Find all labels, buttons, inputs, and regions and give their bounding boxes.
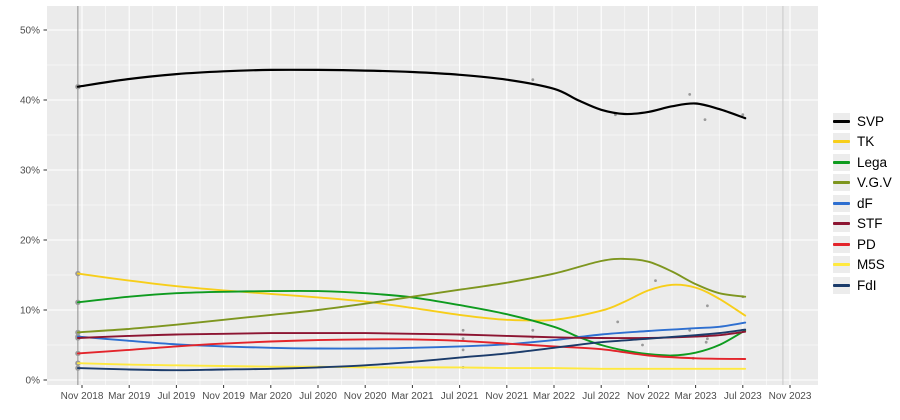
legend-item-svp: SVP bbox=[833, 111, 892, 132]
legend: SVP TK Lega V.G.V dF STF PD M5S FdI bbox=[833, 111, 892, 296]
legend-color-swatch bbox=[833, 201, 850, 205]
series-line-fdi bbox=[76, 328, 747, 372]
gridlines-major bbox=[47, 6, 818, 385]
legend-key-icon bbox=[833, 276, 850, 294]
legend-color-swatch bbox=[833, 181, 850, 185]
x-tick-label: Mar 2022 bbox=[533, 391, 576, 402]
x-tick-label: Jul 2022 bbox=[582, 391, 620, 402]
legend-label: STF bbox=[857, 216, 883, 231]
poll-dot bbox=[531, 328, 535, 332]
legend-key-icon bbox=[833, 256, 850, 274]
axis-ticks bbox=[43, 29, 791, 388]
poll-dot bbox=[741, 113, 745, 117]
legend-key-icon bbox=[833, 235, 850, 253]
poll-dot bbox=[706, 337, 709, 341]
x-tick-label: Mar 2023 bbox=[674, 391, 717, 402]
trend-lines bbox=[76, 68, 747, 372]
y-tick-label: 20% bbox=[20, 236, 40, 247]
legend-label: FdI bbox=[857, 277, 877, 293]
y-tick-label: 10% bbox=[20, 306, 40, 317]
poll-dot bbox=[654, 279, 657, 282]
poll-dot bbox=[703, 118, 707, 121]
legend-label: M5S bbox=[857, 257, 885, 272]
legend-item-fdi: FdI bbox=[833, 275, 892, 296]
plot-panel bbox=[47, 6, 818, 385]
poll-dot bbox=[616, 320, 620, 324]
legend-item-lega: Lega bbox=[833, 152, 892, 173]
legend-key-icon bbox=[833, 153, 850, 171]
series-line-pd bbox=[76, 338, 747, 360]
legend-color-swatch bbox=[833, 140, 850, 144]
x-tick-label: Nov 2023 bbox=[769, 391, 812, 402]
legend-label: dF bbox=[857, 195, 873, 211]
legend-key-icon bbox=[833, 174, 850, 192]
poll-dot bbox=[641, 343, 644, 347]
x-tick-label: Jul 2023 bbox=[724, 391, 762, 402]
legend-item-vgv: V.G.V bbox=[833, 173, 892, 194]
poll-dot bbox=[461, 328, 465, 332]
legend-label: TK bbox=[857, 134, 875, 149]
legend-color-swatch bbox=[833, 222, 850, 226]
x-tick-label: Jul 2021 bbox=[441, 391, 479, 402]
x-axis-labels: Nov 2018 Mar 2019 Jul 2019 Nov 2019 Mar 2020… bbox=[61, 391, 812, 402]
x-tick-label: Nov 2022 bbox=[627, 391, 670, 402]
series-line-tk bbox=[76, 272, 747, 322]
poll-dot bbox=[461, 337, 465, 341]
poll-dot bbox=[688, 93, 692, 96]
legend-item-stf: STF bbox=[833, 214, 892, 235]
x-tick-label: Mar 2019 bbox=[108, 391, 151, 402]
x-tick-label: Jul 2019 bbox=[157, 391, 195, 402]
legend-key-icon bbox=[833, 215, 850, 233]
legend-item-df: dF bbox=[833, 193, 892, 214]
x-tick-label: Mar 2020 bbox=[250, 391, 293, 402]
poll-dot bbox=[461, 348, 465, 352]
legend-color-swatch bbox=[833, 119, 850, 123]
x-tick-label: Nov 2018 bbox=[61, 391, 104, 402]
poll-dot bbox=[688, 328, 692, 332]
gridlines-minor bbox=[47, 6, 818, 385]
y-tick-label: 0% bbox=[26, 376, 41, 387]
x-tick-label: Nov 2019 bbox=[202, 391, 245, 402]
legend-key-icon bbox=[833, 133, 850, 151]
legend-label: PD bbox=[857, 236, 876, 252]
x-tick-label: Nov 2021 bbox=[485, 391, 528, 402]
x-tick-label: Mar 2021 bbox=[391, 391, 434, 402]
legend-color-swatch bbox=[833, 263, 850, 267]
legend-item-pd: PD bbox=[833, 234, 892, 255]
series-line-vgv bbox=[76, 257, 747, 334]
poll-dot bbox=[531, 78, 535, 82]
series-line-m5s bbox=[76, 362, 747, 370]
legend-item-m5s: M5S bbox=[833, 255, 892, 276]
legend-label: V.G.V bbox=[857, 175, 892, 190]
y-tick-label: 40% bbox=[20, 96, 40, 107]
legend-label: Lega bbox=[857, 154, 888, 170]
poll-dot bbox=[706, 304, 709, 308]
legend-item-tk: TK bbox=[833, 132, 892, 153]
y-tick-label: 50% bbox=[20, 26, 40, 37]
legend-label: SVP bbox=[857, 113, 885, 129]
x-tick-label: Nov 2020 bbox=[344, 391, 387, 402]
x-tick-label: Jul 2020 bbox=[299, 391, 337, 402]
y-tick-label: 30% bbox=[20, 166, 40, 177]
poll-dot bbox=[704, 340, 708, 344]
legend-key-icon bbox=[833, 112, 850, 130]
series-line-lega bbox=[76, 289, 747, 357]
y-axis-labels: 0% 10% 20% 30% 40% 50% bbox=[20, 26, 40, 387]
legend-color-swatch bbox=[833, 242, 850, 246]
legend-color-swatch bbox=[833, 283, 850, 287]
legend-key-icon bbox=[833, 194, 850, 212]
series-line-svp bbox=[76, 68, 747, 120]
legend-color-swatch bbox=[833, 160, 850, 164]
